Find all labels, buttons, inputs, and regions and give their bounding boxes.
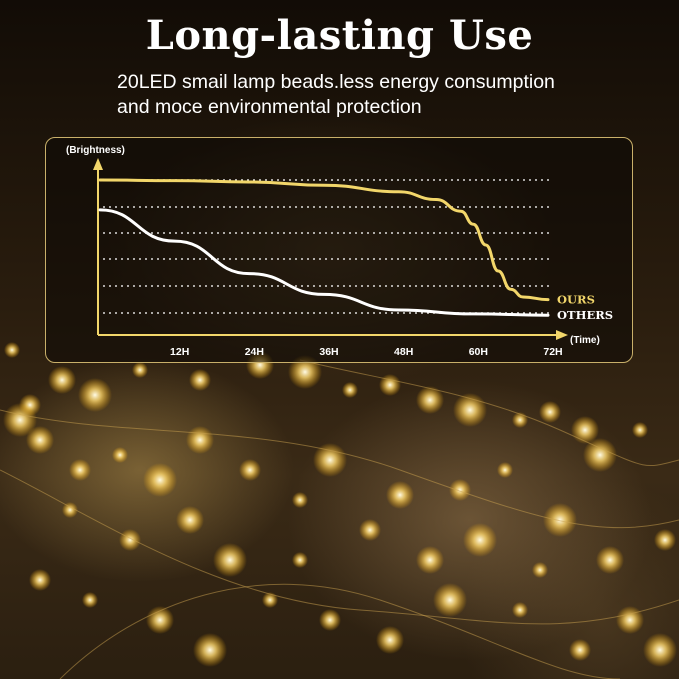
x-tick-label: 72H [543,346,562,358]
light-bulb [386,481,414,509]
series-label-ours: OURS [557,293,595,307]
subtitle-line-1: 20LED smail lamp beads.less energy consu… [117,71,555,93]
y-axis-arrow-icon [93,158,103,170]
light-bulb [376,626,404,654]
light-wire [59,583,621,679]
light-bulb [119,529,141,551]
x-tick-label: 12H [170,346,189,358]
light-bulb [571,416,599,444]
light-bulb [583,438,617,472]
light-bulb [449,479,471,501]
light-bulb [146,606,174,634]
light-bulb [453,393,487,427]
light-bulb [543,503,577,537]
light-bulb [132,362,148,378]
x-axis-label: (Time) [570,335,600,346]
light-bulb [69,459,91,481]
light-wire [299,359,679,467]
light-wire [0,409,679,529]
light-bulb [292,552,308,568]
light-bulb [4,342,20,358]
subtitle: 20LED smail lamp beads.less energy consu… [117,70,637,120]
light-bulb [262,592,278,608]
light-bulb [532,562,548,578]
light-bulb [313,443,347,477]
light-bulb [193,633,227,667]
light-bulb [112,447,128,463]
y-axis-label: (Brightness) [66,145,125,156]
light-bulb [189,369,211,391]
series-label-others: OTHERS [557,308,613,322]
light-bulb [654,529,676,551]
light-wire [0,469,679,625]
light-bulb [416,546,444,574]
light-bulb [319,609,341,631]
series-line-ours [98,178,550,302]
light-bulb [78,378,112,412]
x-tick-label: 60H [469,346,488,358]
light-bulb [3,403,37,437]
light-bulb [82,592,98,608]
x-axis-arrow-icon [556,330,568,340]
chart-panel [45,137,633,363]
light-bulb [643,633,677,667]
light-bulb [596,546,624,574]
x-tick-label: 48H [394,346,413,358]
light-bulb [29,569,51,591]
light-bulb [292,492,308,508]
light-bulb [497,462,513,478]
light-bulb [359,519,381,541]
light-bulb [143,463,177,497]
light-bulb [342,382,358,398]
series-line-others [98,208,550,317]
light-bulb [433,583,467,617]
page-title: Long-lasting Use [145,12,534,59]
x-tick-label: 36H [319,346,338,358]
light-bulb [463,523,497,557]
light-bulb [26,426,54,454]
x-tick-label: 24H [245,346,264,358]
light-bulb [512,602,528,618]
light-bulb [616,606,644,634]
light-bulb [379,374,401,396]
light-bulb [62,502,78,518]
light-bulb [632,422,648,438]
light-bulb [416,386,444,414]
light-bulb [48,366,76,394]
light-bulb [569,639,591,661]
light-bulb [539,401,561,423]
light-bulb [213,543,247,577]
subtitle-line-2: and moce environmental protection [117,96,422,118]
light-bulb [239,459,261,481]
light-bulb [176,506,204,534]
